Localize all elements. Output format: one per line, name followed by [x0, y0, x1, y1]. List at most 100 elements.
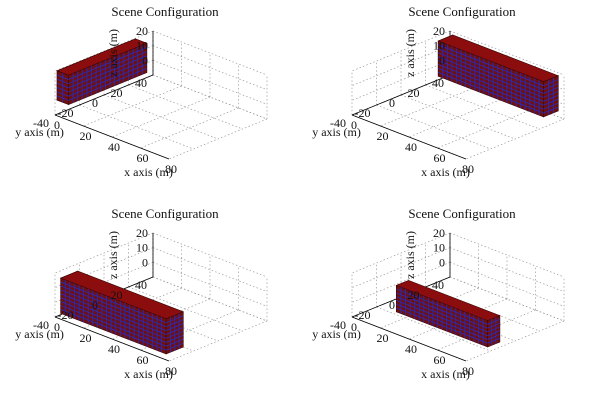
wall-grid-line [54, 30, 154, 72]
z-axis-title: z axis (m) [106, 231, 120, 279]
floor-grid-line [140, 309, 239, 351]
wall-grid-line [351, 45, 451, 86]
panel-title: Scene Configuration [111, 206, 219, 221]
z-axis-title: z axis (m) [403, 29, 417, 77]
building [59, 270, 185, 355]
y-tick-label: -20 [58, 106, 74, 120]
y-tick-label: 0 [389, 96, 395, 110]
z-tick-label: 20 [136, 226, 148, 240]
y-axis-line [351, 74, 451, 116]
window-line [487, 337, 501, 344]
y-axis-title: y axis (m) [312, 125, 361, 139]
building-roof [437, 34, 560, 83]
floor-grid-line [408, 96, 508, 138]
panel-1: Scene Configuration 0 20 40 60 80 40 20 0 -20 -40… [0, 0, 295, 201]
window-line [60, 293, 167, 335]
panel-title: Scene Configuration [111, 4, 219, 19]
window-line [487, 318, 501, 325]
window-line [396, 292, 488, 329]
wall-grid-line [152, 45, 268, 90]
window-line [56, 87, 69, 93]
building [56, 38, 148, 106]
window-line [60, 305, 167, 347]
x-axis-line [351, 114, 467, 160]
y-tick-label: -20 [58, 308, 74, 322]
y-tick-label: 40 [432, 76, 444, 90]
x-axis-title: x axis (m) [124, 165, 173, 179]
window-line [60, 285, 167, 328]
window-line [396, 307, 488, 344]
floor-grid-line [376, 104, 491, 150]
x-tick-label: 60 [137, 151, 149, 165]
window-line [68, 59, 148, 93]
wall-grid-line [449, 232, 565, 278]
y-tick-label: 40 [135, 76, 147, 90]
x-tick-label: 40 [108, 140, 120, 154]
y-tick-label: 0 [92, 96, 98, 110]
window-line [487, 326, 501, 333]
floor-grid-line [437, 107, 536, 149]
window-line [165, 338, 184, 347]
z-tick-label: 0 [142, 53, 148, 67]
floor-grid-line [111, 96, 211, 138]
window-line [437, 67, 544, 110]
panel-2: Scene Configuration 0 20 40 60 80 40 20 0 -20 -40… [297, 0, 591, 201]
y-tick-label: -20 [355, 308, 371, 322]
wall-grid-line [351, 232, 451, 274]
floor-grid-line [79, 104, 194, 150]
window-line [437, 64, 544, 106]
z-tick-label: 10 [433, 241, 445, 255]
x-tick-label: 60 [434, 151, 446, 165]
z-tick-label: 10 [136, 241, 148, 255]
x-tick-label: 0 [351, 118, 357, 132]
y-tick-label: 0 [389, 298, 395, 312]
window-line [68, 63, 148, 97]
x-tick-label: 40 [108, 342, 120, 356]
window-line [396, 303, 488, 340]
y-tick-label: 20 [408, 86, 420, 100]
building [437, 34, 560, 118]
building-roof [59, 270, 185, 320]
x-tick-label: 80 [165, 162, 177, 176]
window-line [165, 330, 184, 339]
y-tick-label: -40 [330, 318, 346, 332]
x-axis-line [54, 316, 170, 362]
wall-grid-line [54, 247, 154, 288]
building-roof [56, 38, 148, 76]
window-line [543, 102, 559, 110]
y-axis-title: y axis (m) [312, 327, 361, 341]
window-line [60, 281, 167, 324]
window-line [543, 98, 559, 106]
z-tick-label: 20 [136, 24, 148, 38]
window-line [68, 67, 148, 101]
y-axis-title: y axis (m) [15, 125, 64, 139]
panel-title: Scene Configuration [408, 4, 516, 19]
z-tick-label: 0 [142, 255, 148, 269]
x-tick-label: 40 [405, 140, 417, 154]
window-line [437, 52, 544, 94]
y-tick-label: 40 [432, 278, 444, 292]
window-line [60, 297, 167, 339]
window-line [487, 322, 501, 329]
x-axis-title: x axis (m) [421, 367, 470, 381]
x-tick-label: 0 [351, 320, 357, 334]
window-line [165, 315, 184, 324]
wall-grid-line [54, 232, 154, 274]
window-line [543, 90, 559, 98]
window-line [60, 309, 167, 351]
window-line [165, 334, 184, 343]
x-tick-label: 20 [377, 129, 389, 143]
x-tick-label: 80 [462, 162, 474, 176]
window-line [56, 91, 69, 97]
panel-3: Scene Configuration 0 20 40 60 80 40 20 0 -20 -40… [0, 202, 295, 403]
window-line [60, 289, 167, 331]
window-line [165, 319, 184, 328]
panel-title: Scene Configuration [408, 206, 516, 221]
